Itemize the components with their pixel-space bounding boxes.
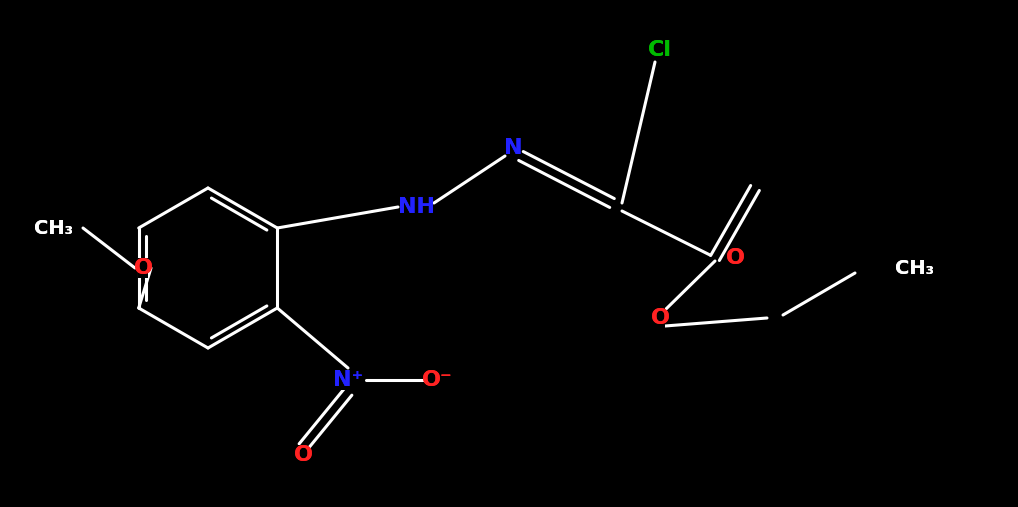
Text: O: O (133, 258, 153, 278)
Text: Cl: Cl (648, 40, 672, 60)
Text: N⁺: N⁺ (333, 370, 363, 390)
Text: CH₃: CH₃ (895, 259, 934, 277)
FancyBboxPatch shape (651, 40, 670, 60)
Text: CH₃: CH₃ (34, 219, 73, 237)
Text: N: N (504, 138, 522, 158)
Text: O: O (651, 308, 670, 328)
Text: NH: NH (397, 197, 435, 217)
FancyBboxPatch shape (428, 370, 447, 390)
FancyBboxPatch shape (730, 248, 740, 268)
FancyBboxPatch shape (137, 258, 149, 278)
FancyBboxPatch shape (406, 197, 426, 217)
Text: CH₃: CH₃ (895, 259, 934, 277)
Text: Cl: Cl (648, 40, 672, 60)
Text: NH: NH (397, 197, 435, 217)
Text: O: O (293, 445, 313, 465)
Text: O: O (293, 445, 313, 465)
Text: O⁻: O⁻ (421, 370, 452, 390)
Text: N: N (504, 138, 522, 158)
Text: CH₃: CH₃ (34, 219, 73, 237)
Text: O: O (133, 258, 153, 278)
Text: O: O (726, 248, 744, 268)
FancyBboxPatch shape (508, 138, 518, 158)
Text: O: O (651, 308, 670, 328)
Text: N⁺: N⁺ (333, 370, 363, 390)
FancyBboxPatch shape (655, 308, 666, 328)
Text: O⁻: O⁻ (421, 370, 452, 390)
Text: O: O (726, 248, 744, 268)
FancyBboxPatch shape (338, 370, 357, 390)
FancyBboxPatch shape (297, 445, 308, 465)
